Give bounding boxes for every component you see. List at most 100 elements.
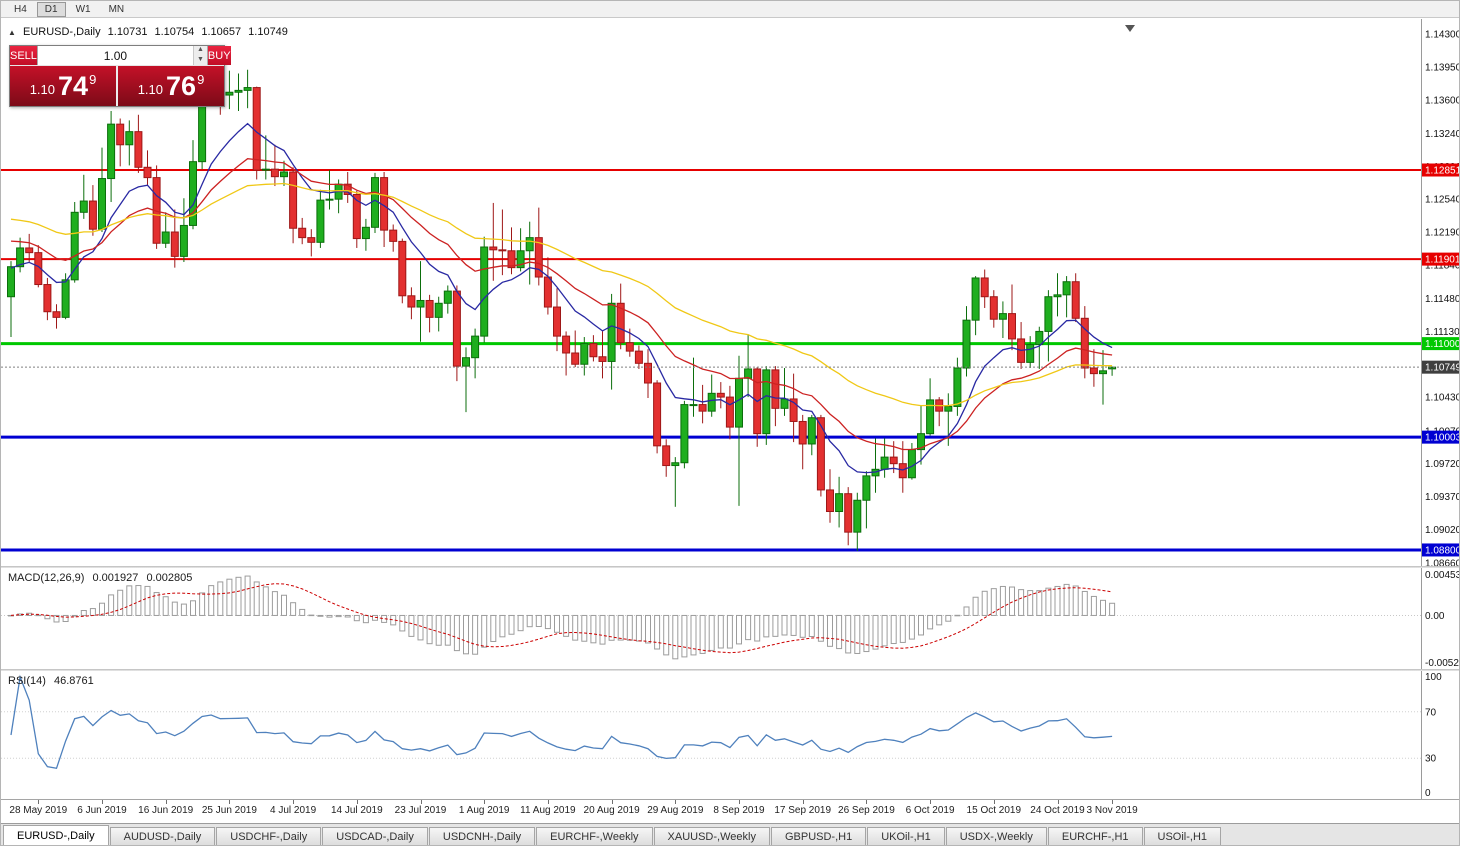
price-axis-label: 1.09020: [1425, 525, 1460, 536]
date-tick: [1112, 800, 1114, 804]
date-tick: [547, 800, 549, 804]
date-tick: [484, 800, 486, 804]
date-tick: [356, 800, 358, 804]
price-axis-label: 1.13600: [1425, 95, 1460, 106]
price-tag-label: 1.12851: [1425, 166, 1460, 177]
date-axis-label: 28 May 2019: [9, 805, 68, 816]
chart-tab-eurchf-weekly[interactable]: EURCHF-,Weekly: [536, 827, 653, 845]
price-axis-label: 1.08660: [1425, 559, 1460, 566]
chart-tab-gbpusd-h1[interactable]: GBPUSD-,H1: [770, 827, 867, 845]
price-axis-label: 1.11130: [1425, 327, 1460, 338]
price-axis-label: 1.12190: [1425, 228, 1460, 239]
volume-decrease-button[interactable]: ▼: [193, 55, 207, 65]
chart-tab-xauusd-weekly[interactable]: XAUUSD-,Weekly: [653, 827, 770, 845]
rsi-axis-label: 70: [1425, 707, 1437, 718]
volume-input[interactable]: [37, 46, 193, 65]
chart-tab-ukoil-h1[interactable]: UKOil-,H1: [867, 827, 945, 845]
chart-tab-usdcad-daily[interactable]: USDCAD-,Daily: [322, 827, 428, 845]
date-axis[interactable]: 28 May 2019 6 Jun 2019 16 Jun 2019 25 Jun 2…: [1, 799, 1459, 823]
date-axis-label: 6 Jun 2019: [77, 805, 127, 816]
rsi-canvas[interactable]: 100 70 30 0: [1, 671, 1460, 799]
chart-tab-usdcnh-daily[interactable]: USDCNH-,Daily: [428, 827, 536, 845]
date-axis-label: 20 Aug 2019: [583, 805, 640, 816]
moving-average-line: [10, 182, 1113, 407]
timeframe-toolbar: H4 D1 W1 MN: [1, 1, 1459, 18]
horizontal-level-lines[interactable]: [1, 169, 1421, 552]
date-axis-label: 23 Jul 2019: [394, 805, 447, 816]
macd-canvas[interactable]: 0.004536 0.00 -0.005205: [1, 568, 1460, 669]
rsi-indicator-panel[interactable]: 100 70 30 0 RSI(14) 46.8761: [1, 671, 1460, 799]
timeframe-button-w1[interactable]: W1: [68, 2, 99, 17]
chart-tab-bar: EURUSD-,Daily AUDUSD-,Daily USDCHF-,Daily U…: [1, 823, 1459, 845]
date-tick: [675, 800, 677, 804]
macd-value-signal: 0.002805: [146, 572, 193, 584]
date-axis-label: 8 Sep 2019: [713, 805, 765, 816]
moving-average-lines: [10, 122, 1113, 474]
rsi-value: 46.8761: [53, 675, 94, 687]
price-chart-panel[interactable]: 1.143001.139501.136001.132401.128901.125…: [1, 19, 1460, 566]
moving-average-line: [10, 122, 1113, 474]
price-tag-label: 1.11000: [1425, 339, 1460, 350]
buy-price-pip: 9: [197, 72, 205, 87]
date-axis-label: 4 Jul 2019: [270, 805, 317, 816]
macd-label: MACD(12,26,9) 0.001927 0.002805: [8, 572, 197, 584]
rsi-axis-label: 30: [1425, 754, 1437, 765]
one-click-toggle-icon[interactable]: ▲: [8, 28, 16, 37]
price-axis-label: 1.11840: [1425, 260, 1460, 271]
rsi-name: RSI(14): [8, 675, 46, 687]
sell-price-big-digits: 74: [58, 70, 89, 101]
date-tick: [802, 800, 804, 804]
macd-histogram: [8, 575, 1116, 660]
price-tag: [1422, 163, 1459, 177]
price-tag: [1422, 543, 1459, 557]
timeframe-button-h4[interactable]: H4: [6, 2, 35, 17]
price-tag-label: 1.10749: [1425, 363, 1460, 374]
chart-tab-eurchf-h1[interactable]: EURCHF-,H1: [1047, 827, 1143, 845]
date-tick: [229, 800, 231, 804]
chart-tab-eurusd-daily[interactable]: EURUSD-,Daily: [3, 825, 109, 845]
chart-tab-usoil-h1[interactable]: USOil-,H1: [1143, 827, 1222, 845]
chart-shift-marker-icon[interactable]: [1125, 25, 1135, 32]
sell-button[interactable]: SELL: [10, 46, 37, 65]
price-chart-canvas[interactable]: 1.143001.139501.136001.132401.128901.125…: [1, 19, 1460, 566]
macd-signal-line: [10, 583, 1113, 654]
rsi-label: RSI(14) 46.8761: [8, 675, 99, 687]
panel-splitter[interactable]: [1, 566, 1459, 568]
price-axis-label: 1.09370: [1425, 492, 1460, 503]
date-tick: [1057, 800, 1059, 804]
price-tag: [1422, 360, 1459, 374]
date-tick: [611, 800, 613, 804]
date-tick: [102, 800, 103, 804]
price-axis[interactable]: 1.143001.139501.136001.132401.128901.125…: [1422, 30, 1460, 566]
timeframe-button-d1[interactable]: D1: [36, 1, 66, 17]
panel-splitter[interactable]: [1, 669, 1459, 671]
price-tag: [1422, 337, 1459, 351]
rsi-line: [10, 674, 1113, 770]
buy-price-button[interactable]: 1.10 76 9: [118, 66, 224, 106]
macd-name: MACD(12,26,9): [8, 572, 85, 584]
price-axis-label: 1.11480: [1425, 294, 1460, 305]
date-axis-label: 6 Oct 2019: [905, 805, 955, 816]
chart-tab-usdx-weekly[interactable]: USDX-,Weekly: [945, 827, 1047, 845]
candlesticks: [7, 60, 1117, 551]
buy-button[interactable]: BUY: [207, 46, 231, 65]
price-axis-label: 1.14300: [1425, 30, 1460, 41]
sell-price-button[interactable]: 1.10 74 9: [10, 66, 118, 106]
date-axis-label: 15 Oct 2019: [966, 805, 1022, 816]
date-axis-label: 29 Aug 2019: [647, 805, 704, 816]
date-tick: [38, 800, 40, 804]
chart-tab-usdchf-daily[interactable]: USDCHF-,Daily: [216, 827, 322, 845]
timeframe-button-mn[interactable]: MN: [101, 2, 133, 17]
date-tick: [165, 800, 167, 804]
ohlc-close: 1.10749: [248, 26, 288, 38]
rsi-axis-label: 100: [1425, 672, 1442, 683]
macd-axis-label: 0.004536: [1425, 570, 1460, 581]
volume-increase-button[interactable]: ▲: [193, 46, 207, 56]
macd-indicator-panel[interactable]: 0.004536 0.00 -0.005205 MACD(12,26,9) 0.00…: [1, 568, 1460, 669]
price-tag: [1422, 430, 1459, 444]
chart-tab-audusd-daily[interactable]: AUDUSD-,Daily: [109, 827, 216, 845]
moving-average-line: [10, 158, 1113, 451]
date-axis-label: 14 Jul 2019: [330, 805, 383, 816]
buy-price-prefix: 1.10: [137, 82, 164, 97]
